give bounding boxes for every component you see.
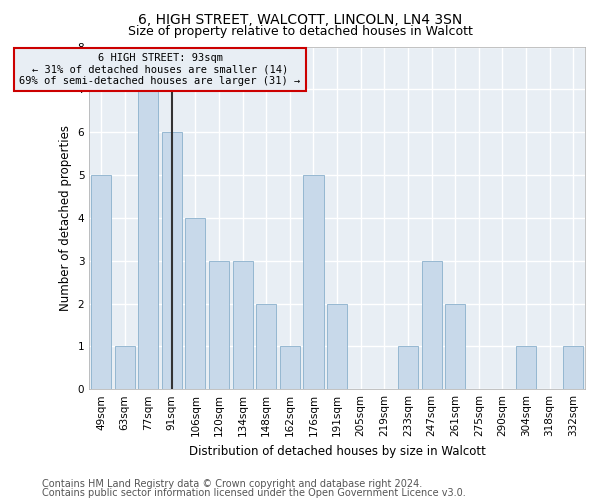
Bar: [138, 90, 158, 389]
Text: Size of property relative to detached houses in Walcott: Size of property relative to detached ho…: [128, 25, 472, 38]
Bar: [280, 346, 300, 389]
Bar: [445, 304, 465, 389]
Bar: [162, 132, 182, 389]
Text: Contains public sector information licensed under the Open Government Licence v3: Contains public sector information licen…: [42, 488, 466, 498]
X-axis label: Distribution of detached houses by size in Walcott: Distribution of detached houses by size …: [188, 444, 485, 458]
Bar: [304, 175, 323, 389]
Bar: [91, 175, 111, 389]
Text: 6, HIGH STREET, WALCOTT, LINCOLN, LN4 3SN: 6, HIGH STREET, WALCOTT, LINCOLN, LN4 3S…: [138, 12, 462, 26]
Bar: [516, 346, 536, 389]
Bar: [115, 346, 134, 389]
Text: 6 HIGH STREET: 93sqm
← 31% of detached houses are smaller (14)
69% of semi-detac: 6 HIGH STREET: 93sqm ← 31% of detached h…: [19, 53, 301, 86]
Text: Contains HM Land Registry data © Crown copyright and database right 2024.: Contains HM Land Registry data © Crown c…: [42, 479, 422, 489]
Bar: [209, 260, 229, 389]
Y-axis label: Number of detached properties: Number of detached properties: [59, 125, 72, 311]
Bar: [327, 304, 347, 389]
Bar: [563, 346, 583, 389]
Bar: [256, 304, 277, 389]
Bar: [398, 346, 418, 389]
Bar: [422, 260, 442, 389]
Bar: [233, 260, 253, 389]
Bar: [185, 218, 205, 389]
